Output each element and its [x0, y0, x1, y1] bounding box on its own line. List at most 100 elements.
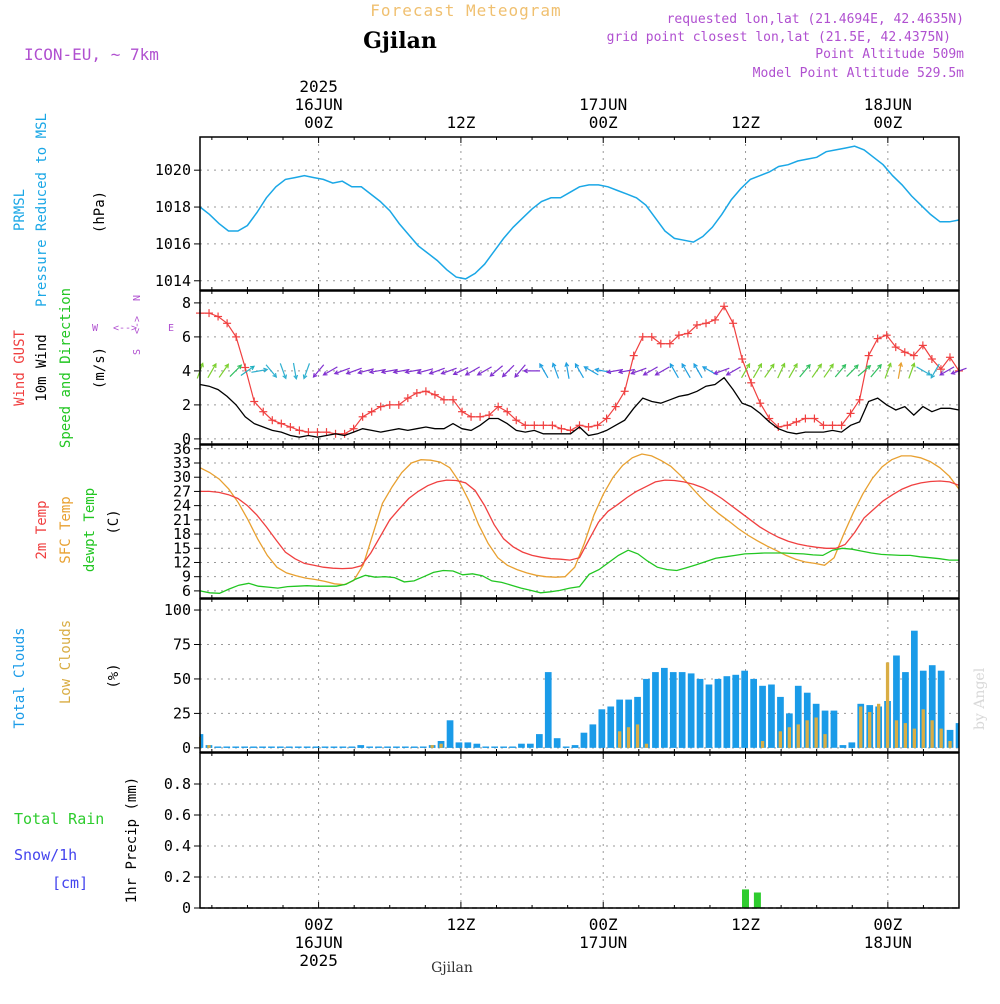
low-cloud-bar: [930, 720, 934, 748]
total-cloud-bar: [419, 746, 427, 748]
wind-direction-arrow: [870, 363, 882, 378]
arrow-shaft: [334, 367, 351, 375]
total-cloud-bar: [911, 630, 918, 748]
gust-marker: [557, 424, 566, 433]
total-cloud-bar: [339, 746, 347, 748]
gust-marker: [620, 387, 629, 396]
wind-direction-arrow: [788, 362, 798, 379]
total-cloud-bar: [696, 678, 704, 748]
low-cloud-bar: [787, 727, 791, 748]
total-cloud-bar: [455, 742, 463, 748]
total-cloud-bar: [294, 746, 302, 748]
total-cloud-bar: [357, 745, 365, 748]
arrow-head: [263, 367, 269, 373]
credit-label: by Angel: [972, 667, 988, 730]
y-tick-label: 15: [173, 539, 191, 557]
point-altitude: Point Altitude 509m: [815, 47, 964, 62]
arrow-shaft: [393, 368, 410, 373]
compass-arrows-v: <->: [132, 316, 143, 334]
arrow-head: [583, 366, 589, 371]
panel-frame: [199, 290, 960, 445]
total-cloud-bar: [777, 696, 784, 748]
requested-coords: requested lon,lat (21.4694E, 42.4635N): [667, 12, 964, 27]
total-cloud-bar: [661, 667, 668, 748]
gust-marker: [945, 353, 954, 362]
total-cloud-bar: [937, 670, 945, 748]
gust-marker: [846, 409, 855, 418]
y-tick-label: 50: [173, 670, 191, 688]
gust-marker: [837, 421, 846, 430]
total-cloud-bar: [285, 746, 293, 748]
total-cloud-bar: [500, 746, 507, 748]
arrow-head: [630, 370, 636, 375]
gust-marker: [909, 351, 918, 360]
low-cloud-bar: [626, 727, 631, 748]
total-cloud-bar: [393, 746, 400, 748]
wind-direction-arrow: [741, 362, 751, 379]
compass-s: S: [132, 349, 143, 355]
sfc-label: SFC Temp: [58, 496, 74, 563]
low-cloud-bar: [885, 662, 890, 748]
wind-direction-arrow: [669, 362, 679, 379]
low-cloud-bar: [921, 709, 925, 748]
total-cloud-bar: [446, 720, 454, 748]
total-cloud-bar: [955, 723, 959, 748]
arrow-head: [489, 372, 495, 377]
top-time-label: 00Z: [873, 113, 902, 132]
arrow-head: [380, 369, 386, 375]
gust-marker: [575, 421, 584, 430]
total-cloud-bar: [893, 655, 900, 748]
gust-marker: [674, 331, 683, 340]
arrow-head: [212, 362, 217, 369]
gust-marker: [223, 319, 232, 328]
gust-marker: [864, 351, 873, 360]
arrow-shaft: [777, 363, 786, 379]
total-cloud-bar: [750, 678, 757, 748]
arrow-head: [877, 363, 882, 369]
rain-legend: Total Rain: [14, 810, 104, 828]
panel-frame: [199, 752, 960, 909]
precip-labels: Total Rain Snow/1h [cm] 1hr Precip (mm): [14, 777, 140, 903]
arrow-head: [322, 371, 328, 376]
low-cloud-bar: [823, 734, 827, 748]
arrow-head: [898, 361, 903, 367]
bottom-time-label: 12Z: [446, 915, 475, 934]
gust-marker: [394, 400, 403, 409]
arrow-head: [841, 363, 847, 369]
wind-direction-arrow: [322, 366, 338, 376]
arrow-head: [416, 369, 422, 375]
wind-direction-arrow: [440, 367, 457, 375]
top-time-label: 00Z: [589, 113, 618, 132]
y-tick-label: 0: [182, 899, 191, 917]
low-cloud-bar: [796, 724, 800, 748]
wind-direction-arrow: [693, 362, 703, 379]
wind-direction-arrow: [416, 368, 434, 375]
temp2m-label: 2m Temp: [34, 500, 50, 559]
pressure-line: [199, 145, 960, 280]
y-tick-label: 0: [182, 430, 191, 448]
arrow-head: [501, 372, 507, 378]
arrow-head: [249, 365, 256, 371]
arrow-head: [926, 371, 932, 376]
wind-direction-arrow: [464, 366, 480, 376]
wind-direction-arrow: [930, 363, 940, 379]
gust-marker: [692, 321, 701, 329]
arrow-shaft: [681, 363, 691, 379]
arrow-head: [224, 363, 230, 369]
total-cloud-bar: [643, 678, 650, 748]
arrow-head: [357, 369, 363, 375]
arrow-shaft: [834, 364, 847, 378]
y-tick-label: 30: [173, 468, 191, 486]
low-cloud-bar: [805, 720, 809, 748]
total-cloud-bar: [464, 742, 472, 748]
arrow-shaft: [693, 363, 703, 379]
top-time-label: 16JUN: [295, 95, 343, 114]
arrow-shaft: [584, 366, 599, 376]
y-tick-label: 1018: [155, 198, 191, 216]
gust-marker: [322, 428, 331, 437]
total-cloud-bar: [705, 684, 713, 748]
gust-marker: [232, 332, 241, 341]
wind-direction-arrow: [823, 363, 834, 378]
low-cloud-bar: [903, 723, 907, 748]
total-cloud-bar: [669, 672, 677, 748]
